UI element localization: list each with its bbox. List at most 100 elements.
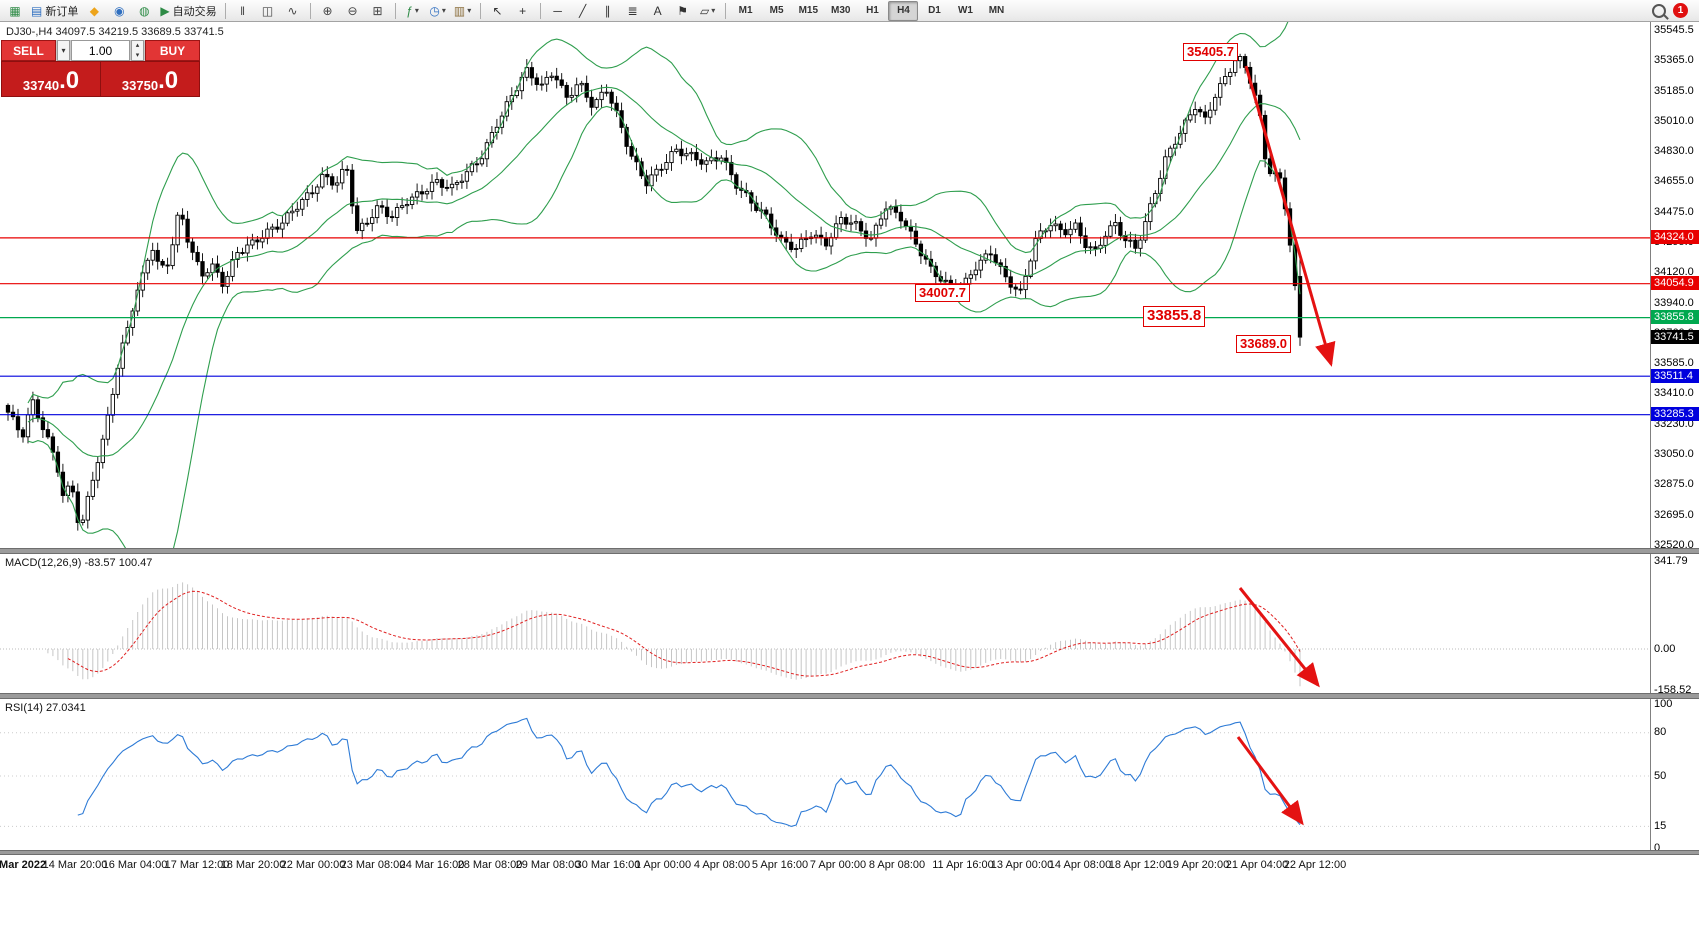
ask-price[interactable]: 33750.0	[101, 62, 199, 96]
trend-arrow[interactable]	[1244, 65, 1336, 367]
panel-separator[interactable]	[0, 548, 1699, 554]
time-axis-label: 19 Apr 20:00	[1166, 859, 1230, 871]
zoom-out-button[interactable]: ⊖	[341, 1, 365, 21]
price-axis-label: 34475.0	[1654, 205, 1694, 218]
time-axis-label: 22 Apr 12:00	[1283, 859, 1347, 871]
price-level-tag[interactable]: 33855.8	[1651, 310, 1699, 325]
periods-button[interactable]: ◷ ▾	[426, 1, 450, 21]
notification-badge[interactable]: 1	[1673, 3, 1688, 18]
time-axis-label: 5 Apr 16:00	[751, 859, 809, 871]
volume-input[interactable]	[71, 40, 130, 61]
timeframe-w1-button[interactable]: W1	[957, 5, 973, 16]
candlestick-chart-button[interactable]: ◫	[256, 1, 280, 21]
volume-up-icon[interactable]: ▴	[135, 42, 140, 50]
sell-dropdown-icon[interactable]: ▾	[57, 40, 70, 61]
bar-chart-button[interactable]: ‖	[231, 1, 255, 21]
toolbar-separator	[309, 2, 311, 19]
rsi-panel[interactable]	[0, 699, 1650, 850]
time-axis-label: 22 Mar 00:00	[280, 859, 346, 871]
mql5-community-icon: ◆	[89, 3, 99, 18]
shapes-button-dropdown-icon[interactable]: ▾	[711, 6, 716, 15]
price-callout[interactable]: 33689.0	[1236, 335, 1291, 354]
macd-axis-label: 341.79	[1654, 555, 1688, 567]
timeframe-m1-button[interactable]: M1	[738, 5, 753, 16]
templates-button[interactable]: ▥ ▾	[451, 1, 475, 21]
price-level-tag[interactable]: 33285.3	[1651, 407, 1699, 422]
cursor-button[interactable]: ↖	[486, 1, 510, 21]
rsi-axis-label: 100	[1654, 697, 1673, 710]
tile-windows-button[interactable]: ⊞	[366, 1, 390, 21]
price-axis-label: 32875.0	[1654, 478, 1694, 491]
candlestick-chart-icon: ◫	[261, 3, 274, 18]
timeframe-h1-button[interactable]: H1	[866, 5, 879, 16]
timeframe-m5-button[interactable]: M5	[769, 5, 784, 16]
time-axis-label: 1 Apr 00:00	[634, 859, 692, 871]
market-button[interactable]: ◉	[107, 1, 131, 21]
mql5-community-button[interactable]: ◆	[82, 1, 106, 21]
zoom-in-button[interactable]: ⊕	[316, 1, 340, 21]
price-level-tag[interactable]: 33741.5	[1651, 329, 1699, 344]
toolbar: ▦ ▤ 新订单 ◆ ◉ ◍ ▶ 自动交易 ‖ ◫ ∿ ⊕ ⊖ ⊞ ƒ ▾ ◷ ▾ ▥ ▾ ↖ + ─ ╱ ∥ ≣ A ⚑ ▱ ▾ M1 M5 M…	[0, 0, 1699, 22]
trend-arrow[interactable]	[1238, 587, 1320, 688]
toolbar-groups: ▦ ▤ 新订单 ◆ ◉ ◍ ▶ 自动交易 ‖ ◫ ∿ ⊕ ⊖ ⊞ ƒ ▾ ◷ ▾ ▥ ▾ ↖ + ─ ╱ ∥ ≣ A ⚑ ▱ ▾ M1 M5 M…	[3, 0, 1011, 21]
macd-axis-label: 0.00	[1654, 642, 1676, 655]
price-callout[interactable]: 35405.7	[1183, 43, 1238, 62]
periods-button-dropdown-icon[interactable]: ▾	[441, 6, 446, 15]
price-level-tag[interactable]: 33511.4	[1651, 368, 1699, 383]
indicators-icon: ƒ	[406, 3, 413, 18]
timeframe-mn-button[interactable]: MN	[988, 5, 1005, 16]
charts-window-button[interactable]: ▦	[3, 1, 27, 21]
trend-arrow[interactable]	[1236, 736, 1304, 826]
shapes-icon: ▱	[699, 3, 710, 18]
time-axis-label: 16 Mar 04:00	[102, 859, 168, 871]
sell-button[interactable]: SELL	[1, 40, 56, 61]
search-icon[interactable]	[1652, 3, 1666, 18]
price-chart[interactable]	[0, 22, 1650, 548]
bid-price[interactable]: 33740.0	[2, 62, 100, 96]
auto-trading-button[interactable]: ▶ 自动交易	[157, 1, 219, 21]
time-axis-label: 18 Apr 12:00	[1108, 859, 1172, 871]
price-callout[interactable]: 33855.8	[1143, 306, 1206, 327]
time-axis-label: 11 Apr 16:00	[932, 859, 994, 871]
price-axis[interactable]: 35545.5 35365.0 35185.0 35010.0 34830.0 34655…	[1650, 22, 1699, 855]
volume-down-icon[interactable]: ▾	[135, 51, 140, 59]
price-axis-label: 33410.0	[1654, 387, 1694, 399]
indicators-button-dropdown-icon[interactable]: ▾	[414, 6, 419, 15]
toolbar-separator	[224, 2, 226, 19]
shapes-button[interactable]: ▱ ▾	[696, 1, 720, 21]
panel-separator[interactable]	[0, 693, 1699, 699]
price-level-tag[interactable]: 34054.9	[1651, 276, 1699, 291]
horizontal-level-lines[interactable]	[0, 237, 1650, 416]
price-level-tag[interactable]: 34324.0	[1651, 230, 1699, 245]
toolbar-separator	[479, 2, 481, 19]
macd-panel[interactable]	[0, 554, 1650, 693]
timeframe-d1-button[interactable]: D1	[928, 5, 941, 16]
price-axis-label: 33585.0	[1654, 357, 1694, 370]
price-axis-label: 35365.0	[1654, 54, 1694, 67]
price-axis-label: 32520.0	[1654, 538, 1694, 551]
timeframe-m30-button[interactable]: M30	[831, 5, 851, 16]
timeframe-h4-button[interactable]: H4	[888, 0, 919, 21]
line-chart-button[interactable]: ∿	[281, 1, 305, 21]
label-button[interactable]: ⚑	[671, 1, 695, 21]
market-icon: ◉	[114, 3, 125, 18]
price-axis-label: 32695.0	[1654, 508, 1694, 521]
panel-separator[interactable]	[0, 850, 1699, 855]
text-button[interactable]: A	[646, 1, 670, 21]
symbol-ohlc-info: DJ30-,H4 34097.5 34219.5 33689.5 33741.5	[6, 26, 224, 38]
new-order-button[interactable]: ▤ 新订单	[28, 1, 81, 21]
indicators-button[interactable]: ƒ ▾	[401, 1, 425, 21]
trendline-button[interactable]: ╱	[571, 1, 595, 21]
timeframe-m15-button[interactable]: M15	[798, 5, 819, 16]
ask-price-small: 33750	[121, 78, 159, 93]
equidistant-channel-button[interactable]: ∥	[596, 1, 620, 21]
buy-button[interactable]: BUY	[145, 40, 200, 61]
price-callout[interactable]: 34007.7	[915, 284, 970, 303]
macd-label: MACD(12,26,9) -83.57 100.47	[5, 557, 153, 569]
horizontal-line-button[interactable]: ─	[546, 1, 570, 21]
signals-button[interactable]: ◍	[132, 1, 156, 21]
templates-button-dropdown-icon[interactable]: ▾	[467, 6, 472, 15]
crosshair-button[interactable]: +	[511, 1, 535, 21]
fibonacci-button[interactable]: ≣	[621, 1, 645, 21]
